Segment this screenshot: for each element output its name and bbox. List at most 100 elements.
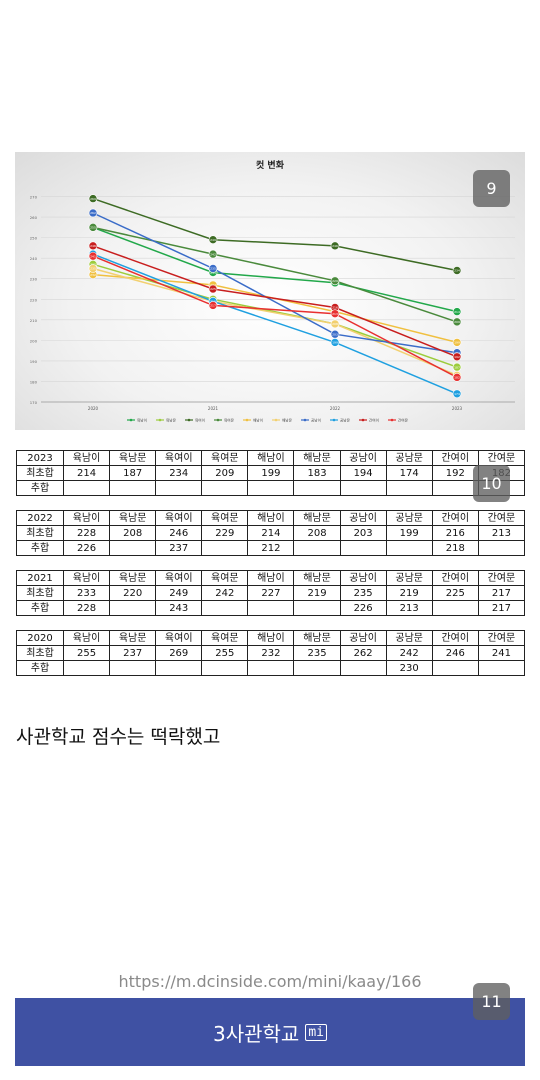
data-label: 199 <box>454 341 460 345</box>
series-line <box>92 255 458 378</box>
table-header-row: 2021 육남이 육남문 육여이 육여문 해남이 해남문 공남이 공남문 간여이 간여문 <box>16 570 526 586</box>
table-cell: 214 <box>62 465 111 481</box>
column-header: 간여문 <box>477 570 526 586</box>
legend-label: 육여이 <box>195 418 205 423</box>
x-tick-label: 2023 <box>452 406 463 411</box>
table-cell <box>201 540 249 556</box>
legend-label: 육남문 <box>166 418 177 423</box>
data-label: 241 <box>90 254 96 258</box>
table-cell: 217 <box>477 585 526 601</box>
table-cell <box>339 660 387 676</box>
row-label: 최초합 <box>16 585 64 601</box>
table-cell: 209 <box>201 465 249 481</box>
table-cell <box>431 600 479 616</box>
table-cell <box>385 480 433 496</box>
y-tick-label: 210 <box>30 318 38 323</box>
table-cell <box>201 600 249 616</box>
table-cell: 213 <box>385 600 433 616</box>
table-cell: 249 <box>155 585 203 601</box>
table-cell: 219 <box>385 585 433 601</box>
column-header: 육여이 <box>155 570 203 586</box>
source-link[interactable]: https://m.dcinside.com/mini/kaay/166 <box>118 972 422 991</box>
table-header-row: 2022 육남이 육남문 육여이 육여문 해남이 해남문 공남이 공남문 간여이 간여문 <box>16 510 526 526</box>
data-label: 242 <box>210 252 216 256</box>
column-header: 육남문 <box>109 570 157 586</box>
legend-marker <box>129 418 133 422</box>
data-label: 269 <box>90 197 96 201</box>
y-tick-label: 170 <box>30 400 38 405</box>
column-header: 해남문 <box>293 450 341 466</box>
table-cell: 237 <box>155 540 203 556</box>
table-header-row: 2023 육남이 육남문 육여이 육여문 해남이 해남문 공남이 공남문 간여이 간여문 <box>16 450 526 466</box>
table-cell <box>385 540 433 556</box>
table-cell: 194 <box>339 465 387 481</box>
series-line <box>92 212 458 354</box>
table-cell: 199 <box>247 465 295 481</box>
table-cell: 255 <box>62 645 111 661</box>
column-header: 육여이 <box>155 630 203 646</box>
table-cell: 230 <box>385 660 433 676</box>
row-label: 최초합 <box>16 465 64 481</box>
table-cell: 227 <box>247 585 295 601</box>
column-header: 해남문 <box>293 510 341 526</box>
data-label: 214 <box>454 310 460 314</box>
row-label: 추합 <box>16 540 64 556</box>
score-table-2022: 2022 육남이 육남문 육여이 육여문 해남이 해남문 공남이 공남문 간여이 간여문 최초합 228… <box>16 510 526 556</box>
data-point <box>88 251 98 261</box>
data-point <box>452 338 462 347</box>
table-cell: 246 <box>431 645 479 661</box>
data-point <box>208 264 218 273</box>
data-point <box>88 264 98 273</box>
table-year: 2021 <box>16 570 64 586</box>
column-header: 공남이 <box>339 510 387 526</box>
table-cell: 255 <box>201 645 249 661</box>
score-table-2021: 2021 육남이 육남문 육여이 육여문 해남이 해남문 공남이 공남문 간여이 간여문 최초합 233… <box>16 570 526 616</box>
table-row: 최초합 228 208 246 229 214 208 203 199 216 213 <box>16 525 526 541</box>
footer-title: 3사관학교 <box>213 1021 300 1046</box>
table-cell: 269 <box>155 645 203 661</box>
column-header: 공남이 <box>339 570 387 586</box>
table-cell: 235 <box>293 645 341 661</box>
legend-marker <box>245 418 249 422</box>
table-cell: 213 <box>477 525 526 541</box>
data-label: 209 <box>454 320 460 324</box>
data-label: 182 <box>454 376 460 380</box>
column-header: 해남이 <box>247 630 295 646</box>
column-header: 육여이 <box>155 510 203 526</box>
data-label: 225 <box>210 287 216 291</box>
data-point <box>452 266 462 275</box>
table-cell: 225 <box>431 585 479 601</box>
table-cell: 242 <box>385 645 433 661</box>
table-cell: 226 <box>339 600 387 616</box>
column-header: 육남문 <box>109 450 157 466</box>
legend-label: 공남이 <box>311 418 321 423</box>
series-line <box>92 226 458 323</box>
data-label: 234 <box>454 269 460 273</box>
data-label: 246 <box>90 244 96 248</box>
table-cell <box>293 540 341 556</box>
table-cell: 241 <box>477 645 526 661</box>
column-header: 해남이 <box>247 570 295 586</box>
table-cell <box>247 660 295 676</box>
legend-label: 육남이 <box>137 418 147 423</box>
table-cell <box>109 540 157 556</box>
data-label: 208 <box>332 322 338 326</box>
table-year: 2022 <box>16 510 64 526</box>
column-header: 간여문 <box>477 510 526 526</box>
table-cell: 199 <box>385 525 433 541</box>
table-cell: 220 <box>109 585 157 601</box>
column-header: 공남문 <box>385 510 433 526</box>
column-header: 육남이 <box>62 510 111 526</box>
table-cell: 232 <box>247 645 295 661</box>
x-tick-label: 2022 <box>330 406 341 411</box>
table-row: 추합 <box>16 480 526 496</box>
y-tick-label: 200 <box>30 338 38 343</box>
data-label: 229 <box>332 279 338 283</box>
table-header-row: 2020 육남이 육남문 육여이 육여문 해남이 해남문 공남이 공남문 간여이 간여문 <box>16 630 526 646</box>
table-cell: 208 <box>293 525 341 541</box>
chart-panel: 컷 변화 170 180 190 200 210 220 230 240 250 260 270 20… <box>15 152 525 430</box>
table-cell: 192 <box>431 465 479 481</box>
table-cell: 228 <box>62 600 111 616</box>
table-cell <box>201 660 249 676</box>
data-point <box>88 194 98 203</box>
